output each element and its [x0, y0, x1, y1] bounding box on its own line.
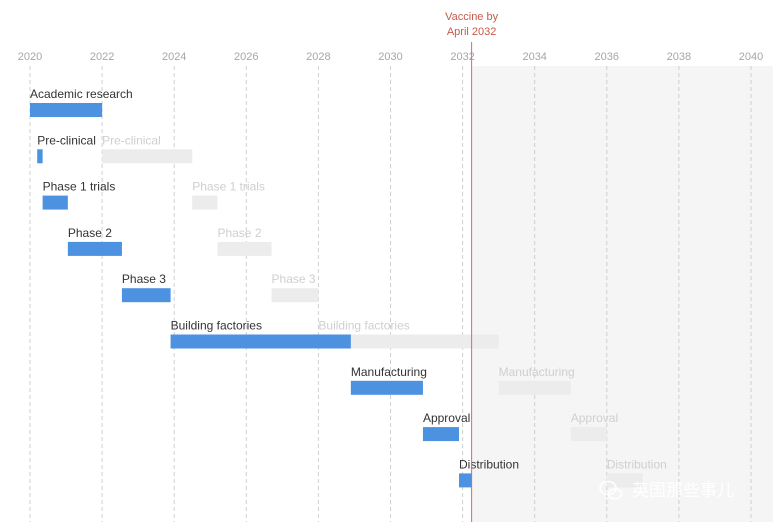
task-bar-label-0: Academic research	[30, 87, 133, 101]
task-bar-label-8: Distribution	[459, 457, 519, 471]
task-bar-label-6: Manufacturing	[351, 365, 427, 379]
x-tick-label-2020: 2020	[18, 51, 42, 63]
ghost-bar-8	[606, 473, 643, 488]
x-tick-label-2038: 2038	[667, 51, 691, 63]
ghost-bar-label-6: Manufacturing	[499, 365, 575, 379]
task-bar-5	[170, 334, 351, 349]
x-tick-label-2024: 2024	[162, 51, 186, 63]
x-tick-label-2034: 2034	[522, 51, 546, 63]
ghost-bar-label-7: Approval	[571, 411, 618, 425]
ghost-bar-6	[498, 380, 571, 395]
ghost-bar-1	[102, 149, 193, 164]
deadline-marker-label-line2: April 2032	[447, 26, 497, 38]
deadline-marker-label-line1: Vaccine by	[445, 11, 498, 23]
ghost-bar-2	[192, 195, 218, 210]
x-tick-label-2028: 2028	[306, 51, 330, 63]
task-bar-label-5: Building factories	[171, 319, 262, 333]
gridlines	[29, 66, 752, 522]
ghost-bar-3	[217, 241, 272, 256]
ghost-bar-label-2: Phase 1 trials	[192, 180, 265, 194]
task-bar-6	[350, 380, 423, 395]
ghost-bar-4	[271, 288, 319, 303]
ghost-bar-label-1: Pre-clinical	[102, 133, 161, 147]
ghost-bar-7	[570, 427, 607, 442]
task-bar-label-3: Phase 2	[68, 226, 112, 240]
watermark-text: 英国那些事儿	[632, 481, 734, 501]
task-bar-label-1: Pre-clinical	[37, 133, 96, 147]
x-tick-label-2040: 2040	[739, 51, 763, 63]
x-tick-label-2026: 2026	[234, 51, 258, 63]
task-bar-3	[67, 241, 122, 256]
watermark: 英国那些事儿	[599, 480, 734, 501]
x-tick-label-2030: 2030	[378, 51, 402, 63]
ghost-bar-5	[318, 334, 499, 349]
ghost-bar-label-4: Phase 3	[272, 272, 316, 286]
task-bar-7	[422, 427, 459, 442]
shaded-region	[471, 66, 773, 522]
ghost-bar-label-5: Building factories	[318, 319, 409, 333]
task-bar-label-4: Phase 3	[122, 272, 166, 286]
task-bars: Academic research Pre-clinical Pre-clinica…	[30, 87, 667, 488]
task-bar-4	[121, 288, 171, 303]
x-tick-label-2032: 2032	[450, 51, 474, 63]
task-bar-2	[42, 195, 68, 210]
ghost-bar-label-8: Distribution	[607, 457, 667, 471]
task-bar-8	[458, 473, 472, 488]
x-axis-ticks: 2020 2022 2024 2026 2028 2030 2032 2034 2036 2038…	[18, 51, 763, 63]
ghost-bar-label-3: Phase 2	[217, 226, 261, 240]
x-tick-label-2022: 2022	[90, 51, 114, 63]
wechat-icon	[599, 480, 623, 500]
task-bar-0	[30, 103, 103, 117]
x-tick-label-2036: 2036	[595, 51, 619, 63]
task-bar-label-2: Phase 1 trials	[43, 180, 116, 194]
task-bar-1	[37, 149, 43, 164]
task-bar-label-7: Approval	[423, 411, 470, 425]
